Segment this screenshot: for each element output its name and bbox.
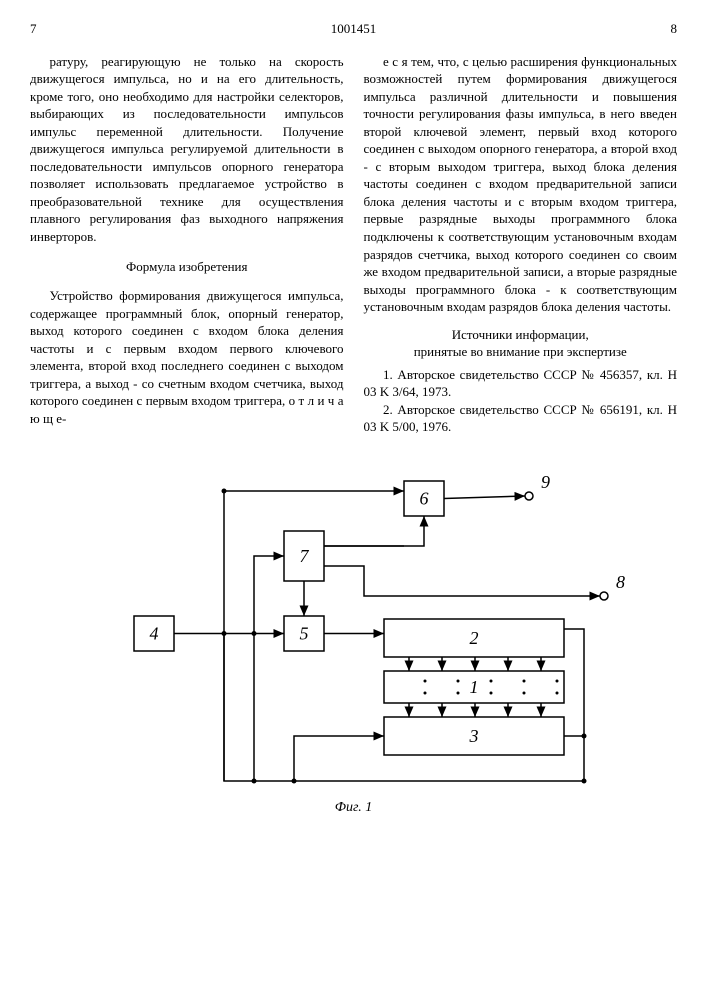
- right-text-1: е с я тем, что, с целью расширения функц…: [364, 53, 678, 316]
- svg-text:6: 6: [419, 489, 428, 509]
- right-column: е с я тем, что, с целью расширения функц…: [364, 53, 678, 436]
- svg-text:5: 5: [299, 624, 308, 644]
- page-num-right: 8: [671, 20, 678, 38]
- svg-text:3: 3: [468, 726, 478, 746]
- formula-title: Формула изобретения: [30, 258, 344, 276]
- figure-label: Фиг. 1: [30, 799, 677, 818]
- block-diagram: 1 2 3 4 5 6 7 8 9: [74, 461, 634, 791]
- source-1: 1. Авторское свидетельство СССР № 456357…: [364, 366, 678, 401]
- svg-text:2: 2: [469, 628, 478, 648]
- left-column: ратуру, реагирующую не только на скорост…: [30, 53, 344, 436]
- left-text-1: ратуру, реагирующую не только на скорост…: [30, 53, 344, 246]
- svg-text:9: 9: [541, 472, 550, 492]
- patent-number: 1001451: [37, 20, 671, 38]
- diagram: 1 2 3 4 5 6 7 8 9: [30, 461, 677, 791]
- source-2: 2. Авторское свидетельство СССР № 656191…: [364, 401, 678, 436]
- svg-text:8: 8: [616, 572, 625, 592]
- svg-text:1: 1: [469, 677, 478, 697]
- sources-title: Источники информации, принятые во вниман…: [364, 326, 678, 361]
- left-text-2: Устройство формирования движущегося импу…: [30, 287, 344, 427]
- svg-text:7: 7: [299, 546, 309, 566]
- svg-text:4: 4: [149, 624, 158, 644]
